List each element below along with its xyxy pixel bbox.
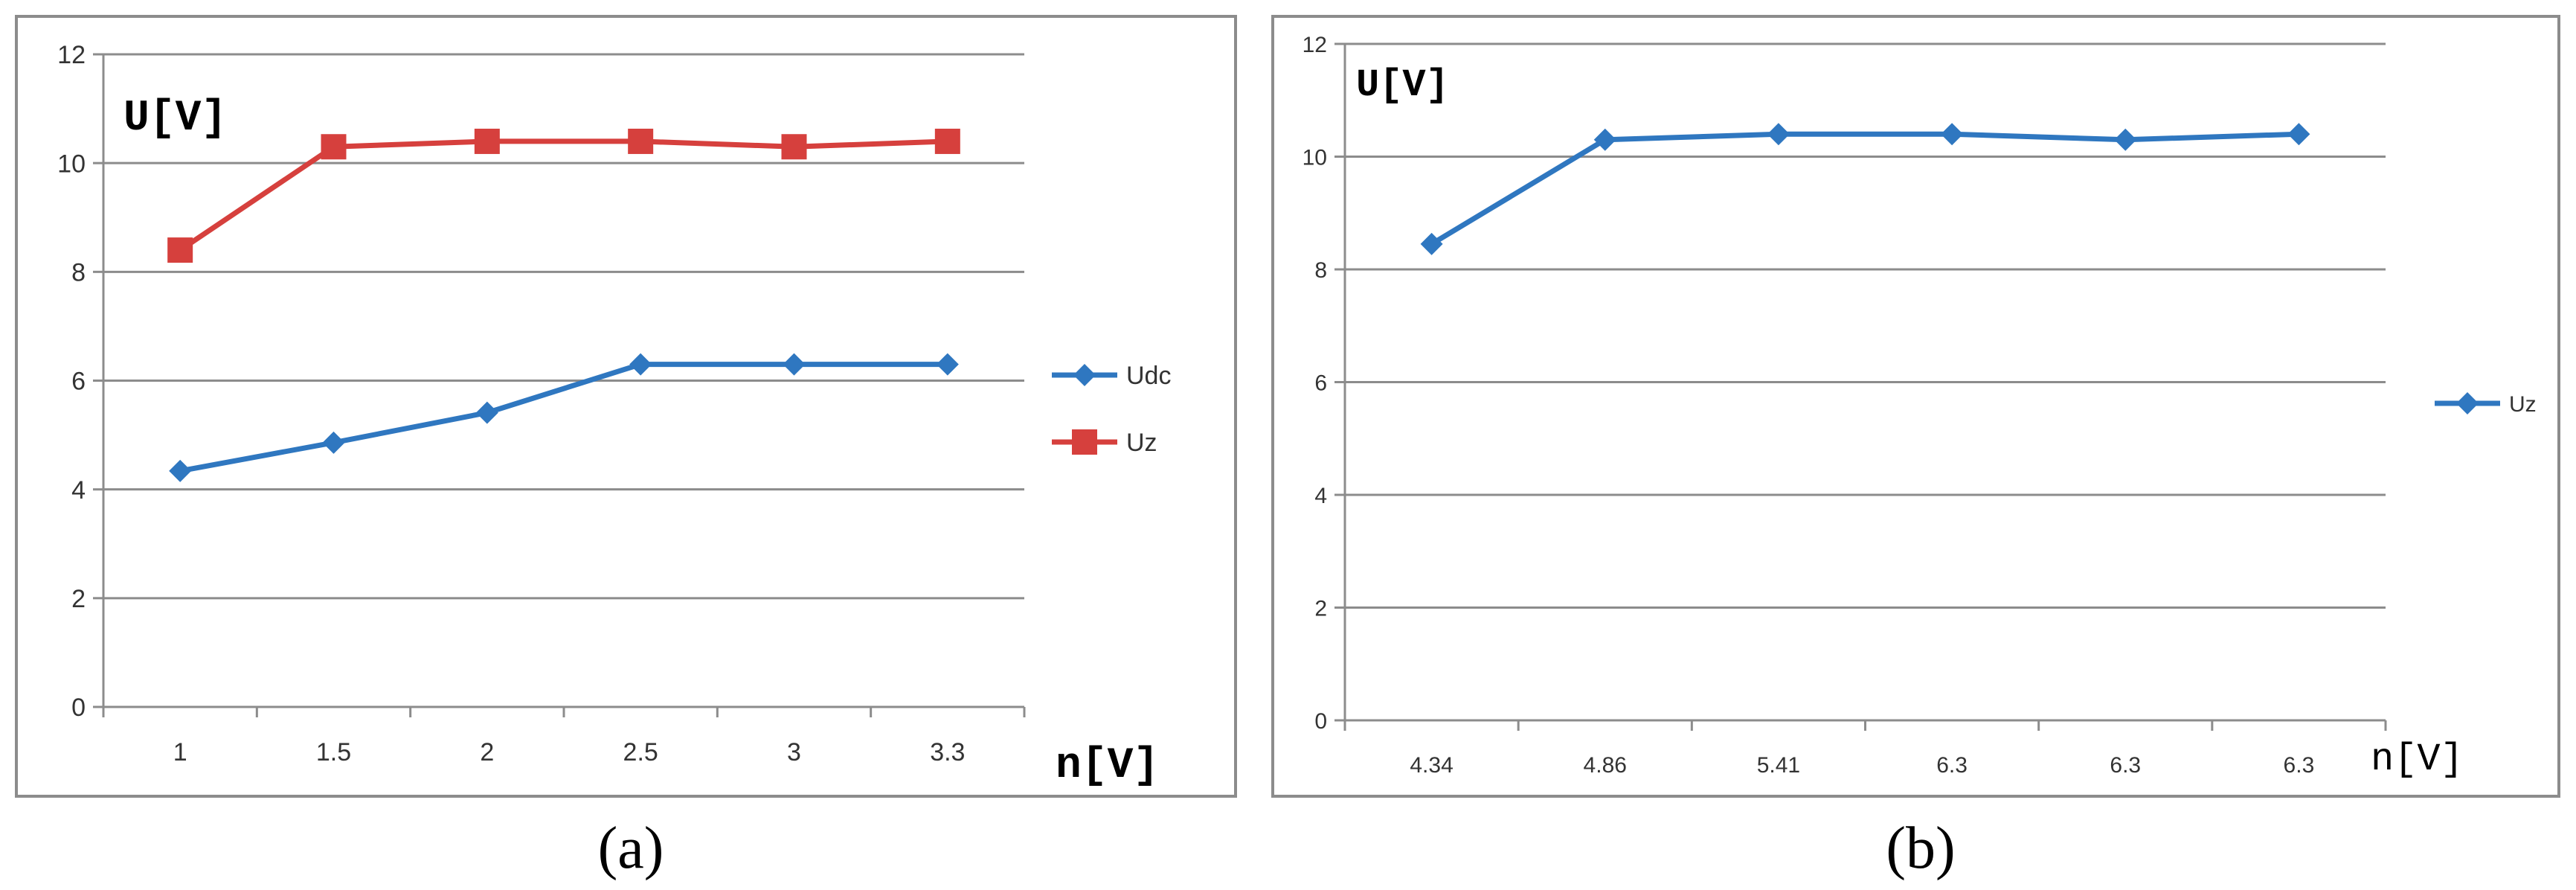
chart-a-xtick-label: 2.5 (623, 738, 658, 766)
chart-a-data-point-Uz (321, 134, 347, 160)
chart-b-data-point-Uz (2114, 128, 2137, 151)
chart-panel-a: 0 2 4 6 8 10 12 1 1.5 2 2.5 3 3.3 U[V] n[V] Udc Uz (15, 15, 1237, 798)
chart-a-legend-marker (1073, 364, 1096, 386)
chart-b-xtick-label: 6.3 (1936, 753, 1968, 778)
chart-a-data-point-Uz (474, 128, 500, 154)
chart-panel-b: 0 2 4 6 8 10 12 4.34 4.86 5.41 6.3 6.3 6.3 U[V] n[V] Uz (1271, 15, 2560, 798)
chart-a-xtick-label: 2 (480, 738, 494, 766)
chart-b-data-point-Uz (1767, 123, 1790, 146)
chart-b-ytick-label: 0 (1314, 709, 1327, 734)
chart-a-xtick-label: 1 (173, 738, 187, 766)
chart-a-data-point-Uz (628, 128, 654, 154)
chart-a-ytick-label: 10 (57, 150, 86, 178)
chart-b-ytick-label: 2 (1314, 596, 1327, 621)
chart-a-data-point-Udc (629, 353, 652, 376)
chart-b-data-point-Uz (1593, 128, 1616, 151)
caption-a: (a) (597, 816, 664, 881)
chart-a-data-point-Udc (169, 459, 192, 482)
chart-b-ytick-label: 8 (1314, 258, 1327, 283)
chart-a-data-point-Udc (322, 431, 345, 454)
chart-a-data-point-Udc (475, 401, 498, 424)
chart-b-svg: 0 2 4 6 8 10 12 4.34 4.86 5.41 6.3 6.3 6.3 U[V] n[V] Uz (1303, 33, 2537, 781)
chart-a-data-point-Udc (783, 353, 806, 376)
chart-a-data-point-Uz (934, 128, 960, 154)
chart-b-xtick-label: 5.41 (1757, 753, 1800, 778)
chart-a-xtick-label: 1.5 (316, 738, 351, 766)
chart-b-xtick-label: 4.34 (1410, 753, 1453, 778)
chart-a-x-axis-title: n[V] (1056, 742, 1159, 790)
chart-a-legend-marker (1072, 429, 1097, 455)
chart-a-y-axis-title: U[V] (123, 95, 227, 143)
chart-b-xtick-label: 4.86 (1584, 753, 1627, 778)
chart-b-ytick-label: 10 (1303, 145, 1327, 170)
chart-b-legend-marker (2456, 392, 2479, 414)
chart-b-ytick-label: 6 (1314, 371, 1327, 395)
chart-b-data-point-Uz (2287, 123, 2310, 146)
chart-b-data-point-Uz (1941, 123, 1964, 146)
chart-a-ytick-label: 12 (57, 41, 86, 69)
chart-b-ytick-label: 12 (1303, 33, 1327, 57)
chart-b-series-line-Uz (1430, 131, 2299, 246)
chart-a-series-line-Uz (179, 138, 948, 253)
chart-b-x-axis-title: n[V] (2371, 737, 2464, 781)
chart-a-data-point-Uz (167, 237, 193, 263)
caption-b: (b) (1886, 816, 1956, 881)
chart-a-xtick-label: 3 (787, 738, 801, 766)
chart-a-ytick-label: 0 (71, 694, 86, 722)
chart-b-xtick-label: 6.3 (2284, 753, 2315, 778)
chart-a-ytick-label: 8 (71, 259, 86, 287)
chart-a-legend-label: Udc (1126, 362, 1171, 390)
chart-b-ytick-label: 4 (1314, 484, 1327, 508)
chart-a-ytick-label: 6 (71, 368, 86, 396)
chart-b-legend-label: Uz (2509, 392, 2537, 417)
chart-b-data-point-Uz (1420, 232, 1443, 255)
chart-b-xtick-label: 6.3 (2110, 753, 2141, 778)
chart-b-y-axis-title: U[V] (1356, 63, 1449, 107)
chart-a-ytick-label: 4 (71, 476, 86, 505)
chart-a-data-point-Uz (781, 134, 807, 160)
chart-a-series-line-Udc (179, 362, 948, 474)
chart-a-ytick-label: 2 (71, 585, 86, 613)
chart-a-legend-label: Uz (1126, 429, 1157, 457)
chart-a-svg: 0 2 4 6 8 10 12 1 1.5 2 2.5 3 3.3 U[V] n[V] Udc Uz (57, 41, 1171, 790)
chart-a-xtick-label: 3.3 (930, 738, 965, 766)
chart-a-data-point-Udc (936, 353, 959, 376)
